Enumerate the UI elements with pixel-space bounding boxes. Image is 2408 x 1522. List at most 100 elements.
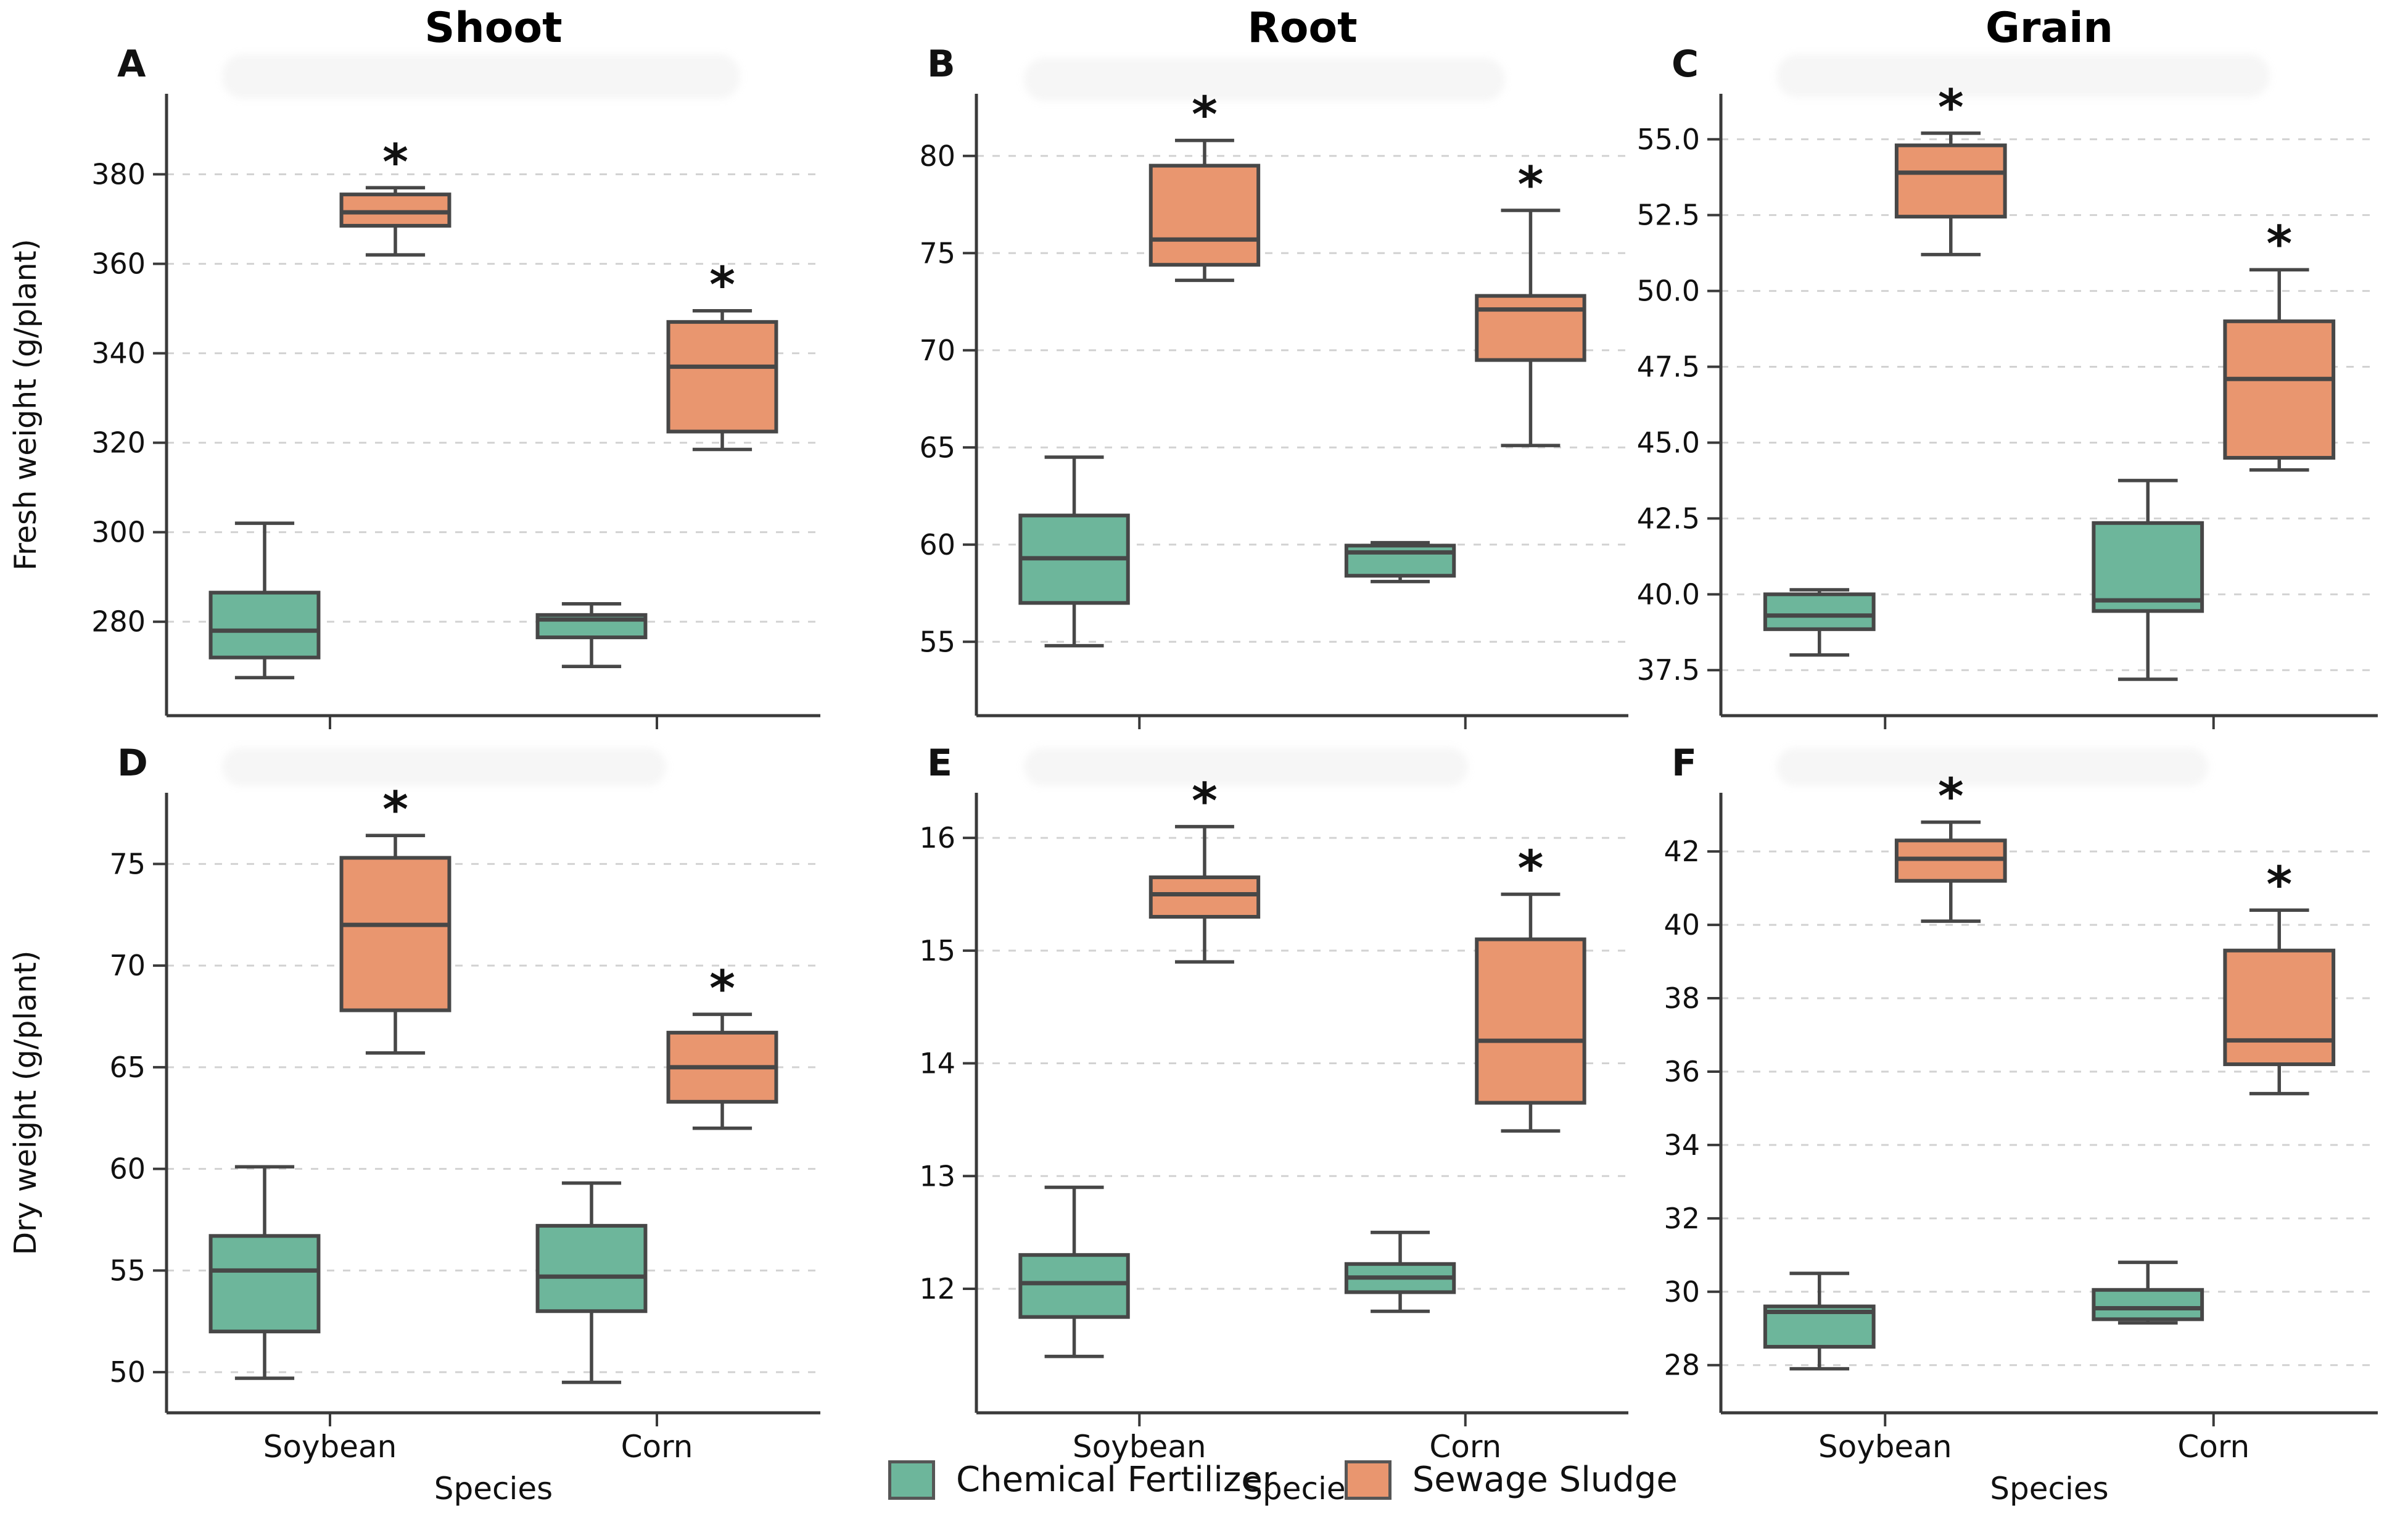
y-tick-label: 40 xyxy=(1664,908,1700,941)
y-tick-label: 55 xyxy=(919,625,955,658)
y-axis-title: Dry weight (g/plant) xyxy=(8,950,43,1255)
box-B-corn-chemical-fertilizer xyxy=(1344,544,1456,578)
y-axis-title: Fresh weight (g/plant) xyxy=(8,239,43,571)
significance-marker-C-soybean-sewage-sludge: * xyxy=(1938,79,1964,136)
box-E-soybean-sewage-sludge xyxy=(1148,875,1261,919)
box-D-corn-chemical-fertilizer xyxy=(535,1223,648,1313)
y-tick-label: 60 xyxy=(919,528,955,561)
x-tick-label: Corn xyxy=(621,1429,693,1465)
legend-swatch-sewage-sludge xyxy=(1344,1460,1392,1500)
y-tick-label: 12 xyxy=(919,1272,955,1305)
box-E-soybean-chemical-fertilizer xyxy=(1018,1253,1130,1319)
significance-marker-F-soybean-sewage-sludge: * xyxy=(1938,768,1964,825)
legend-swatch-chemical-fertilizer xyxy=(888,1460,935,1500)
box-A-soybean-chemical-fertilizer xyxy=(208,590,321,660)
x-tick-label: Corn xyxy=(1429,1429,1501,1465)
significance-marker-D-corn-sewage-sludge: * xyxy=(709,960,735,1017)
x-axis-title: Species xyxy=(1990,1471,2108,1507)
y-tick-label: 36 xyxy=(1664,1055,1700,1088)
y-tick-label: 30 xyxy=(1664,1275,1700,1309)
panel-C: 37.5 40.0 42.5 45.0 47.5 50.0 52.5 55.0 C * * xyxy=(1637,43,2378,729)
panel-letter: F xyxy=(1672,742,1697,785)
y-tick-label: 65 xyxy=(919,431,955,464)
significance-marker-A-corn-sewage-sludge: * xyxy=(709,257,735,314)
y-tick-label: 45.0 xyxy=(1637,426,1700,459)
y-tick-label: 340 xyxy=(91,337,146,370)
x-tick-label: Soybean xyxy=(263,1429,397,1465)
panel-letter: D xyxy=(117,742,148,785)
smudge-artifact xyxy=(1024,748,1468,786)
y-tick-label: 320 xyxy=(91,426,146,460)
y-tick-label: 37.5 xyxy=(1637,653,1700,687)
box-C-soybean-chemical-fertilizer xyxy=(1763,592,1876,631)
box-F-corn-chemical-fertilizer xyxy=(2092,1288,2204,1321)
y-tick-label: 280 xyxy=(91,605,146,639)
y-tick-label: 15 xyxy=(919,934,955,967)
box-C-soybean-sewage-sludge xyxy=(1894,143,2007,219)
panel-F: 28 30 32 34 36 38 40 42 Soybean Corn Species F * * xyxy=(1664,742,2378,1507)
legend-label-chemical-fertilizer: Chemical Fertilizer xyxy=(956,1460,1277,1500)
y-tick-label: 28 xyxy=(1664,1349,1700,1382)
box-D-soybean-sewage-sludge xyxy=(339,856,452,1012)
panel-A: 280 300 320 340 360 380 Fresh weight (g/plant)… xyxy=(8,43,820,729)
y-tick-label: 50.0 xyxy=(1637,275,1700,308)
y-tick-label: 380 xyxy=(91,158,146,191)
box-A-soybean-sewage-sludge xyxy=(339,192,452,228)
smudge-artifact xyxy=(1776,54,2270,97)
y-tick-label: 16 xyxy=(919,821,955,854)
y-tick-label: 300 xyxy=(91,516,146,549)
y-tick-label: 55.0 xyxy=(1637,123,1700,156)
y-tick-label: 42.5 xyxy=(1637,502,1700,535)
smudge-artifact xyxy=(1776,748,2208,786)
x-axis-title: Species xyxy=(1243,1471,1361,1507)
y-tick-label: 55 xyxy=(109,1254,146,1287)
y-tick-label: 360 xyxy=(91,247,146,281)
y-tick-label: 65 xyxy=(109,1051,146,1084)
significance-marker-B-soybean-sewage-sludge: * xyxy=(1192,86,1218,144)
legend: Chemical Fertilizer Sewage Sludge xyxy=(888,1460,1678,1500)
panel-letter: A xyxy=(117,43,146,86)
y-tick-label: 52.5 xyxy=(1637,199,1700,232)
box-E-corn-sewage-sludge xyxy=(1475,937,1586,1105)
panel-E: 12 13 14 15 16 Soybean Corn Species E * * xyxy=(919,742,1628,1507)
box-A-corn-sewage-sludge xyxy=(666,320,778,434)
y-tick-label: 38 xyxy=(1664,982,1700,1015)
significance-marker-F-corn-sewage-sludge: * xyxy=(2266,856,2292,913)
legend-item-chemical-fertilizer: Chemical Fertilizer xyxy=(888,1460,1277,1500)
box-B-soybean-sewage-sludge xyxy=(1148,163,1261,267)
x-tick-label: Soybean xyxy=(1818,1429,1952,1465)
y-tick-label: 75 xyxy=(109,847,146,880)
smudge-artifact xyxy=(222,54,740,99)
x-tick-label: Soybean xyxy=(1073,1429,1206,1465)
x-tick-label: Corn xyxy=(2177,1429,2249,1465)
x-axis-title: Species xyxy=(434,1471,553,1507)
significance-marker-C-corn-sewage-sludge: * xyxy=(2266,215,2292,273)
column-title-shoot: Shoot xyxy=(424,4,563,52)
y-tick-label: 13 xyxy=(919,1159,955,1193)
y-tick-label: 75 xyxy=(919,236,955,270)
smudge-artifact xyxy=(1024,58,1505,101)
smudge-artifact xyxy=(222,748,666,786)
box-C-corn-chemical-fertilizer xyxy=(2092,521,2204,613)
y-tick-label: 70 xyxy=(109,949,146,982)
y-tick-label: 70 xyxy=(919,334,955,367)
significance-marker-E-soybean-sewage-sludge: * xyxy=(1192,772,1218,830)
box-F-corn-sewage-sludge xyxy=(2223,948,2336,1067)
y-tick-label: 47.5 xyxy=(1637,350,1700,384)
panel-B: 55 60 65 70 75 80 B * * xyxy=(919,43,1628,729)
box-D-soybean-chemical-fertilizer xyxy=(208,1234,321,1334)
y-tick-label: 80 xyxy=(919,139,955,173)
y-tick-label: 34 xyxy=(1664,1128,1700,1162)
significance-marker-D-soybean-sewage-sludge: * xyxy=(382,781,408,838)
box-B-corn-sewage-sludge xyxy=(1475,294,1586,362)
legend-label-sewage-sludge: Sewage Sludge xyxy=(1412,1460,1678,1500)
column-title-grain: Grain xyxy=(1985,4,2113,52)
significance-marker-E-corn-sewage-sludge: * xyxy=(1518,840,1544,897)
panel-letter: C xyxy=(1672,43,1699,86)
panel-letter: E xyxy=(927,742,952,785)
y-tick-label: 32 xyxy=(1664,1202,1700,1235)
panel-letter: B xyxy=(927,43,955,86)
panel-D: 50 55 60 65 70 75 Soybean Corn Species Dry weight… xyxy=(8,742,820,1507)
